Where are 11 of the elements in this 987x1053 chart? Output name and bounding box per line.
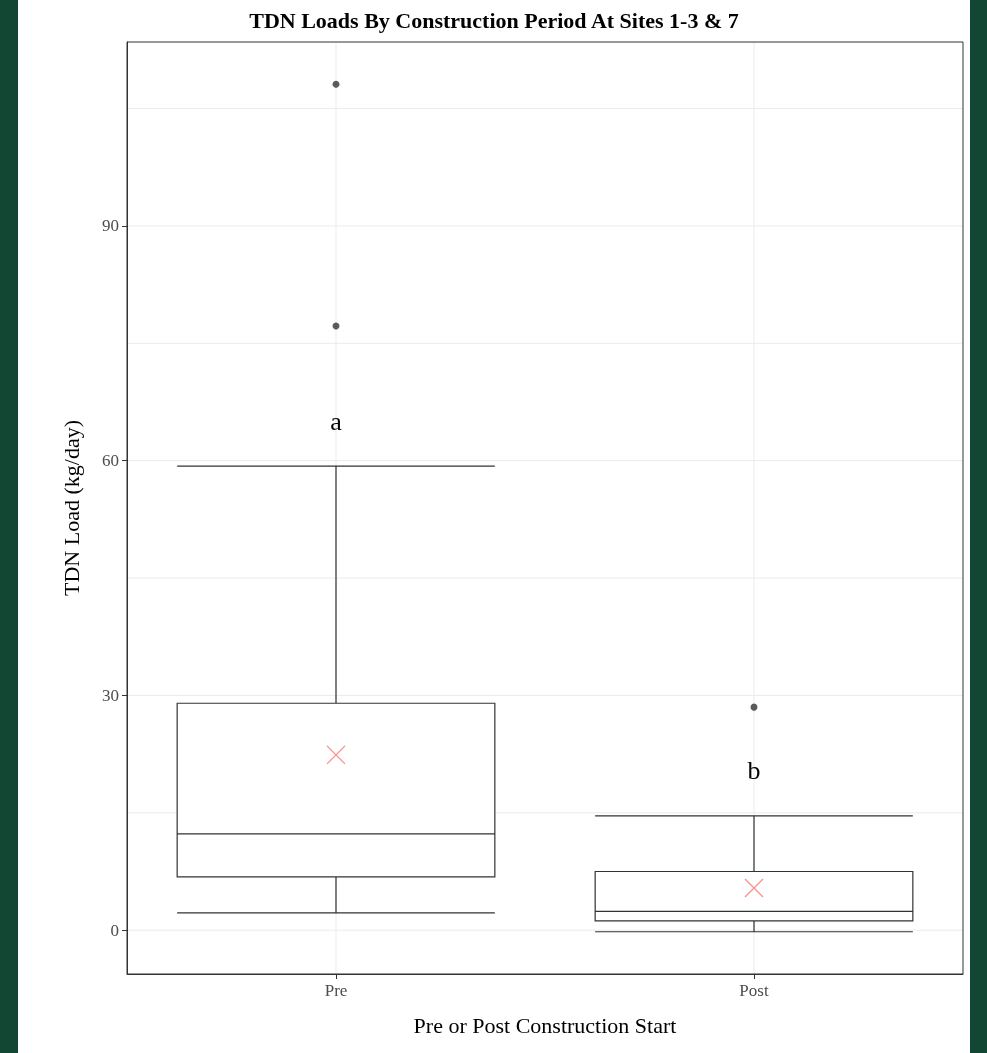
y-tick-label: 60 <box>102 451 119 471</box>
x-axis-title: Pre or Post Construction Start <box>413 1012 677 1038</box>
annotation: b <box>747 756 761 786</box>
y-tick-label: 90 <box>102 216 119 236</box>
x-tick-label: Pre <box>324 981 348 1000</box>
x-tick-label: Post <box>739 981 769 1000</box>
annotation: a <box>330 406 343 436</box>
y-tick-label: 30 <box>102 685 119 705</box>
chart-title: TDN Loads By Construction Period At Sites 1-3 & 7 <box>249 7 739 33</box>
y-tick-label: 0 <box>110 920 119 940</box>
y-axis-title: TDN Load (kg/day) <box>58 420 84 596</box>
